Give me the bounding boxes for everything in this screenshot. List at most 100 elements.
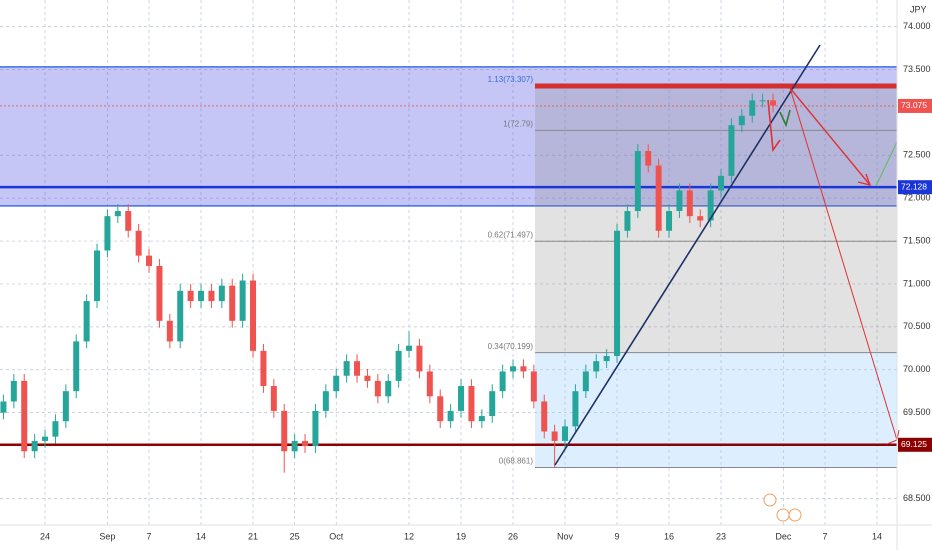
candle-body xyxy=(593,361,600,372)
candle-body xyxy=(728,125,735,176)
x-tick-label: 9 xyxy=(615,531,620,541)
candle-body xyxy=(302,440,309,447)
candle-body xyxy=(146,255,153,266)
candle-body xyxy=(510,366,517,372)
candle-body xyxy=(333,375,340,392)
candle-body xyxy=(447,410,454,422)
y-tick-label: 74.000 xyxy=(903,21,931,31)
underlay xyxy=(0,0,897,525)
candle-body xyxy=(291,440,298,452)
y-tick-label: 70.500 xyxy=(903,321,931,331)
event-icon[interactable] xyxy=(788,508,802,522)
candle-body xyxy=(416,345,423,372)
candle-body xyxy=(562,426,569,441)
candle-body xyxy=(229,285,236,321)
fib-label: 0.34(70.199) xyxy=(488,342,534,351)
price-tag-label: 69.125 xyxy=(901,439,927,449)
candle-body xyxy=(385,380,392,397)
candle-body xyxy=(676,190,683,212)
candle-body xyxy=(645,150,652,166)
candle-body xyxy=(10,380,17,402)
candle-body xyxy=(322,391,329,411)
candle-body xyxy=(374,380,381,397)
y-tick-label: 70.000 xyxy=(903,364,931,374)
candle-body xyxy=(551,431,558,441)
fib-label: 1(72.79) xyxy=(503,120,533,129)
x-tick-label: Nov xyxy=(557,531,574,541)
candle-body xyxy=(707,190,714,221)
price-tag xyxy=(898,437,932,452)
y-tick-label: 69.500 xyxy=(903,407,931,417)
candle-body xyxy=(634,150,641,212)
candle-body xyxy=(62,391,69,422)
x-tick-label: Sep xyxy=(99,531,115,541)
candle-body xyxy=(406,345,413,351)
x-tick-label: 16 xyxy=(664,531,674,541)
x-tick-label: 23 xyxy=(716,531,726,541)
price-tag-label: 73.075 xyxy=(901,100,927,110)
candle-body xyxy=(0,401,7,413)
fib-label: 1.13(73.307) xyxy=(488,75,534,84)
currency-label: JPY xyxy=(910,4,927,14)
trend-line xyxy=(554,44,821,466)
candle-body xyxy=(478,416,485,422)
candle-body xyxy=(73,341,80,392)
candle-body xyxy=(114,211,121,217)
candle-body xyxy=(395,350,402,381)
candle-body xyxy=(738,115,745,126)
event-icon[interactable] xyxy=(776,508,790,522)
arrow xyxy=(789,87,898,441)
price-tag xyxy=(898,180,932,195)
arrow xyxy=(875,141,898,187)
candle-body xyxy=(125,211,132,231)
candle-body xyxy=(260,350,267,387)
candle-body xyxy=(135,230,142,256)
candle-body xyxy=(364,375,371,381)
x-tick-label: 26 xyxy=(508,531,518,541)
candle-body xyxy=(499,371,506,392)
candle-body xyxy=(749,100,756,116)
candle-body xyxy=(83,301,90,342)
y-tick-label: 71.000 xyxy=(903,278,931,288)
candle-body xyxy=(530,371,537,402)
arrow-head xyxy=(857,173,872,186)
y-tick-label: 73.500 xyxy=(903,64,931,74)
y-tick-label: 71.500 xyxy=(903,235,931,245)
y-tick-label: 72.000 xyxy=(903,193,931,203)
x-tick-label: Dec xyxy=(775,531,792,541)
plot xyxy=(0,93,897,473)
candle-body xyxy=(177,290,184,342)
candle-body xyxy=(759,100,766,102)
candle-body xyxy=(52,421,59,437)
candle-body xyxy=(582,371,589,392)
candle-body xyxy=(239,280,246,321)
candle-body xyxy=(458,386,465,411)
price-tag xyxy=(898,98,932,113)
axes: 74.000 73.500 72.500 72.000 71.500 71.000 70.5… xyxy=(40,21,932,541)
candle-body xyxy=(156,265,163,321)
candle-body xyxy=(94,250,101,302)
x-tick-label: 25 xyxy=(290,531,300,541)
candle-body xyxy=(489,391,496,417)
x-tick-label: 14 xyxy=(196,531,206,541)
fib-band xyxy=(535,86,897,353)
price-tag-label: 72.128 xyxy=(901,181,927,191)
x-tick-label: 19 xyxy=(456,531,466,541)
candle-body xyxy=(686,190,693,217)
candle-body xyxy=(104,216,111,251)
candle-body xyxy=(31,440,38,452)
event-icon[interactable] xyxy=(763,493,777,507)
arrow xyxy=(767,99,781,153)
x-tick-label: Oct xyxy=(329,531,344,541)
candle-body xyxy=(198,290,205,302)
candle-body xyxy=(21,380,28,452)
candle-body xyxy=(666,211,673,231)
candle-body xyxy=(770,100,777,106)
candle-body xyxy=(343,361,350,376)
candle-body xyxy=(614,230,621,357)
drawings xyxy=(554,44,900,522)
candle-body xyxy=(520,366,527,372)
